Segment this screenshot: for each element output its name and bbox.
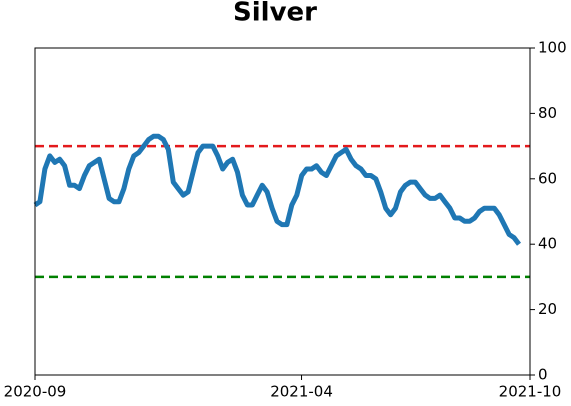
y-tick-label: 20 [538, 300, 557, 318]
plot-frame [34, 47, 531, 376]
x-tick-label: 2021-10 [499, 383, 562, 401]
data-line [33, 133, 521, 246]
x-tick-label: 2020-09 [4, 383, 67, 401]
y-tick-label: 60 [538, 169, 557, 187]
y-tick-label: 100 [538, 39, 567, 57]
x-tick-label: 2021-04 [270, 383, 333, 401]
y-tick-label: 80 [538, 104, 557, 122]
y-tick-label: 40 [538, 235, 557, 253]
y-tick-label: 0 [538, 366, 548, 384]
chart-title: Silver [233, 0, 317, 28]
